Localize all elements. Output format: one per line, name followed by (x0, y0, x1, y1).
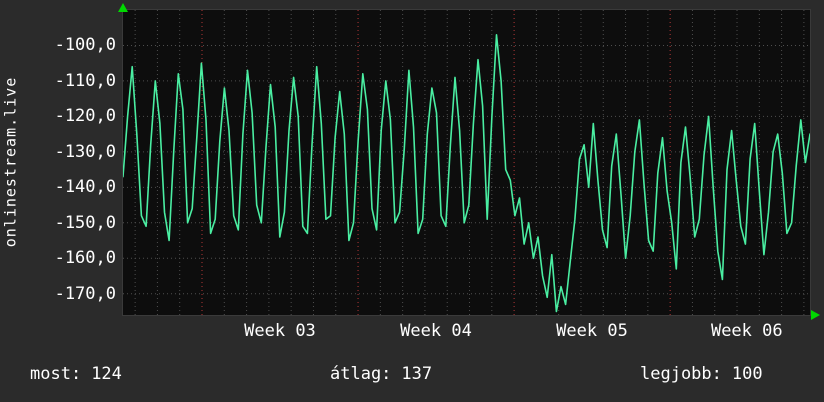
chart-canvas (123, 10, 810, 315)
stat-legjobb-value: 100 (731, 364, 763, 384)
y-tick-label: -170,0 (54, 283, 116, 304)
y-tick-label: -110,0 (54, 70, 116, 91)
stat-atlag-label: átlag: (330, 364, 392, 384)
y-tick-label: -140,0 (54, 177, 116, 198)
chart-plot-area (123, 10, 810, 315)
series-line (123, 33, 810, 313)
y-tick-label: -160,0 (54, 248, 116, 269)
x-tick-label: Week 06 (710, 321, 783, 341)
stat-most-value: 124 (91, 364, 122, 384)
x-tick-label: Week 03 (244, 321, 316, 341)
axis-arrow-right-icon (811, 310, 820, 320)
stat-legjobb: legjobb: 100 (640, 364, 763, 384)
stat-atlag: átlag: 137 (330, 364, 432, 384)
y-tick-label: -100,0 (54, 35, 116, 56)
stat-legjobb-label: legjobb: (640, 364, 722, 384)
stat-most-label: most: (30, 364, 82, 384)
stat-most: most: 124 (30, 364, 122, 384)
axis-arrow-up-icon (118, 3, 128, 12)
y-tick-label: -120,0 (54, 106, 116, 127)
stat-atlag-value: 137 (401, 364, 433, 384)
vertical-axis-label: onlinestream.live (1, 76, 20, 248)
x-tick-label: Week 05 (556, 321, 628, 341)
y-tick-label: -150,0 (54, 212, 116, 233)
x-tick-label: Week 04 (400, 321, 472, 341)
y-tick-label: -130,0 (54, 141, 116, 162)
